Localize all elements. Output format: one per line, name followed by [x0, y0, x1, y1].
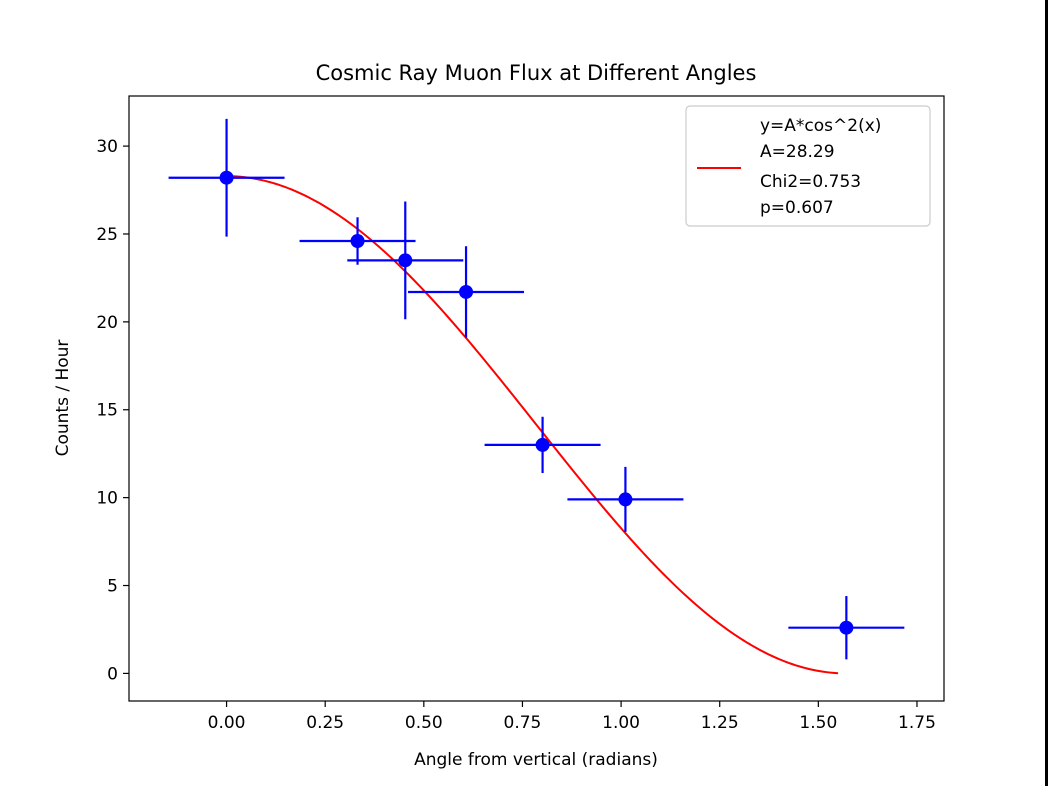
- legend-line-chi2: Chi2=0.753: [760, 172, 861, 192]
- data-point: [459, 284, 474, 299]
- legend-line-amplitude: A=28.29: [760, 142, 835, 162]
- plot-marks: [168, 118, 905, 675]
- x-axis: 0.00 0.25 0.50 0.75 1.00 1.25 1.50 1.75: [208, 701, 936, 733]
- data-point: [219, 170, 234, 185]
- plot-frame: [128, 95, 945, 702]
- fit-curve: [226, 175, 839, 675]
- x-tick-label: 0.00: [208, 713, 246, 733]
- legend-frame: [685, 105, 931, 227]
- y-tick-label: 10: [96, 489, 118, 509]
- legend-line-pvalue: p=0.607: [760, 198, 834, 218]
- x-tick-label: 1.75: [898, 713, 936, 733]
- x-tick-label: 0.75: [504, 713, 542, 733]
- data-point: [535, 437, 550, 452]
- y-axis: 0 5 10 15 20 25 30: [96, 137, 129, 684]
- window-edge: [1045, 0, 1048, 786]
- legend: y=A*cos^2(x) A=28.29 Chi2=0.753 p=0.607: [685, 105, 931, 227]
- y-axis-label: Counts / Hour: [53, 340, 73, 457]
- x-tick-label: 1.50: [799, 713, 837, 733]
- x-axis-label: Angle from vertical (radians): [414, 750, 658, 770]
- y-tick-label: 25: [96, 225, 118, 245]
- legend-line-model: y=A*cos^2(x): [760, 116, 881, 136]
- y-tick-label: 5: [107, 577, 118, 597]
- x-tick-label: 0.25: [306, 713, 344, 733]
- data-point: [350, 234, 365, 249]
- y-tick-label: 15: [96, 401, 118, 421]
- y-tick-label: 0: [107, 664, 118, 684]
- x-tick-label: 1.00: [602, 713, 640, 733]
- data-point: [618, 492, 633, 507]
- x-tick-label: 1.25: [701, 713, 739, 733]
- chart-title: Cosmic Ray Muon Flux at Different Angles: [316, 61, 757, 85]
- y-tick-label: 30: [96, 137, 118, 157]
- x-tick-label: 0.50: [405, 713, 443, 733]
- data-point: [839, 620, 854, 635]
- y-tick-label: 20: [96, 313, 118, 333]
- data-point: [398, 253, 413, 268]
